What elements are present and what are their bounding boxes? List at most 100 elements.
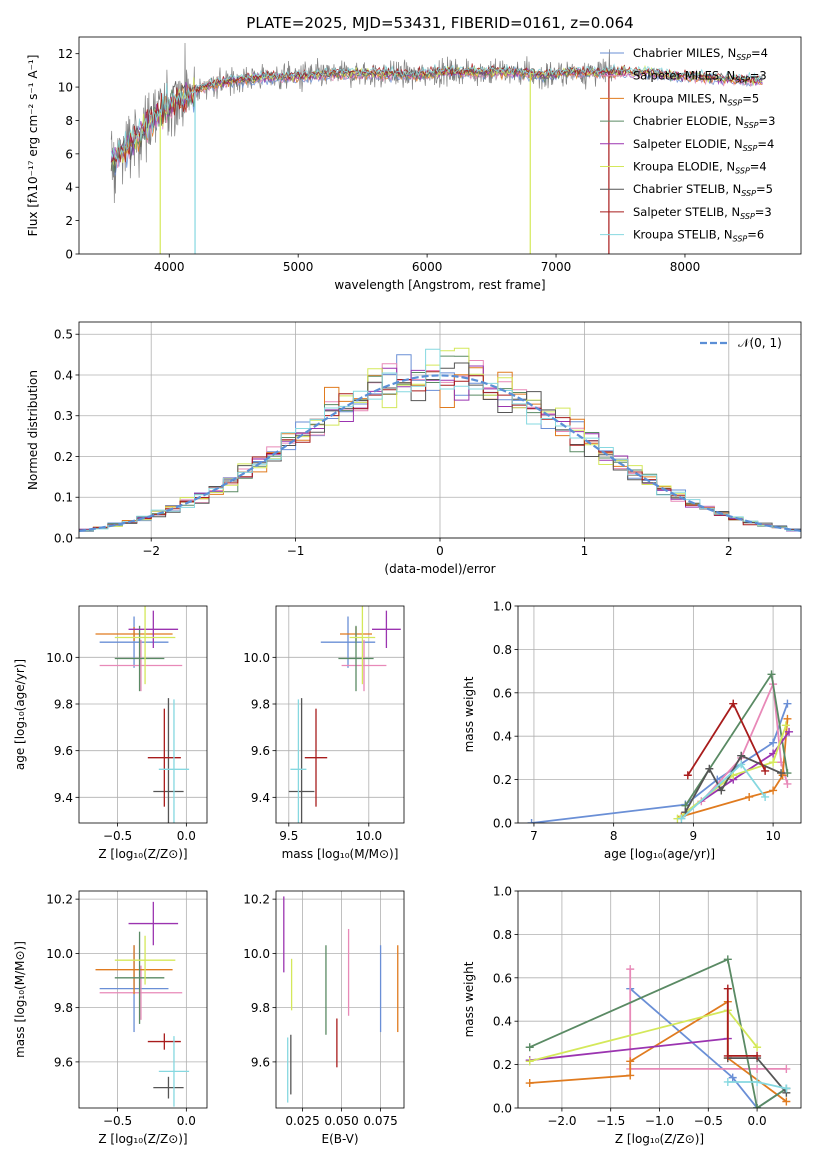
y-axis-label: mass [log₁₀(M/M⊙)]	[13, 941, 27, 1058]
panel-mass-vs-z: −0.5 0.0 9.6 9.8 10.0 10.2 Z [log₁₀(Z/Z⊙)] mass…	[13, 890, 208, 1146]
panel-age-vs-mass: 9.5 10.0 9.4 9.6 9.8 10.0 mass [log₁₀(M/M⊙)]	[243, 605, 405, 861]
x-tick-label: 0.0	[748, 1114, 767, 1128]
panel-spectrum: 4000 5000 6000 7000 8000 0 2 4 6 8 10 12 wavelength …	[26, 36, 802, 292]
series-line-salpeter_elodie	[684, 731, 790, 813]
x-tick-label: −1.0	[645, 1114, 674, 1128]
x-tick-label: −2	[142, 544, 160, 558]
axes-frame	[517, 605, 802, 824]
marker-chabrier_elodie	[767, 670, 776, 679]
axes-frame	[78, 321, 802, 539]
y-tick-label: 1.0	[493, 600, 512, 614]
panel-residuals: −2 −1 0 1 2 0.0 0.1 0.2 0.3 0.4 0.5 (data-model)/er…	[26, 321, 802, 576]
series-line-salpeter_miles	[629, 969, 787, 1070]
y-tick-label: 10.0	[46, 651, 73, 665]
marker-kroupa_miles	[525, 1079, 534, 1088]
marker-kroupa_stelib	[737, 760, 746, 769]
y-axis-label: Flux [fλ10⁻¹⁷ erg cm⁻² s⁻¹ A⁻¹]	[26, 55, 40, 237]
marker-salpeter_miles	[753, 1064, 762, 1073]
marker-kroupa_miles	[626, 1071, 635, 1080]
series-line-salpeter_elodie	[529, 1037, 728, 1062]
y-tick-label: 0.5	[54, 328, 73, 342]
y-tick-label: 10.2	[46, 893, 73, 907]
plot-area	[79, 347, 801, 532]
x-tick-label: 2	[725, 544, 733, 558]
x-tick-label: −2.0	[547, 1114, 576, 1128]
marker-kroupa_elodie	[781, 721, 790, 730]
legend-subscript: SSP	[743, 144, 758, 153]
legend-suffix: =3	[750, 69, 767, 83]
series-line-kroupa_miles	[529, 1000, 787, 1103]
axes-frame	[78, 890, 208, 1109]
marker-kroupa_stelib	[723, 1077, 732, 1086]
marker-salpeter_stelib	[753, 1051, 762, 1060]
y-tick-label: 0.2	[493, 1058, 512, 1072]
y-tick-label: 0.0	[54, 532, 73, 546]
x-tick-label: 5000	[283, 260, 314, 274]
y-tick-label: 9.8	[54, 1001, 73, 1015]
marker-chabrier_miles	[769, 738, 778, 747]
marker-kroupa_elodie	[525, 1057, 534, 1066]
x-axis-label: age [log₁₀(age/yr)]	[604, 847, 715, 861]
legend-entry: Kroupa MILES, NSSP=5	[633, 91, 759, 107]
y-tick-label: 0.2	[54, 450, 73, 464]
y-tick-label: 9.8	[251, 1001, 270, 1015]
series-line-chabrier_elodie	[529, 958, 787, 1108]
marker-kroupa_elodie	[753, 1043, 762, 1052]
x-axis-label: Z [log₁₀(Z/Z⊙)]	[615, 1132, 704, 1146]
y-tick-label: 1.0	[493, 885, 512, 899]
x-tick-label: 8000	[670, 260, 701, 274]
legend-suffix: =4	[751, 46, 768, 60]
plot-area	[527, 670, 794, 823]
x-tick-label: 0.0	[177, 829, 196, 843]
axes-frame	[275, 605, 405, 824]
y-tick-label: 0.6	[493, 971, 512, 985]
legend-entry: Salpeter MILES, NSSP=3	[633, 69, 767, 85]
y-tick-label: 8	[65, 114, 73, 128]
y-tick-label: 0.4	[54, 368, 73, 382]
x-tick-label: 0.075	[363, 1114, 397, 1128]
marker-chabrier_miles	[527, 819, 536, 823]
marker-salpeter_miles	[783, 779, 792, 788]
legend-subscript: SSP	[735, 167, 750, 176]
marker-chabrier_miles	[783, 699, 792, 708]
y-tick-label: 10.2	[243, 893, 270, 907]
marker-salpeter_miles	[626, 965, 635, 974]
legend-entry: Salpeter STELIB, NSSP=3	[633, 205, 772, 221]
y-tick-label: 10.0	[243, 947, 270, 961]
marker-kroupa_elodie	[769, 758, 778, 767]
plot-area	[283, 896, 399, 1103]
y-axis-label: Normed distribution	[26, 370, 40, 490]
marker-kroupa_miles	[783, 714, 792, 723]
axes-frame	[517, 890, 802, 1109]
legend-text: Chabrier ELODIE, N	[633, 114, 744, 128]
marker-kroupa_stelib	[753, 1077, 762, 1086]
x-tick-label: −0.5	[103, 1114, 132, 1128]
legend-text: Kroupa MILES, N	[633, 91, 728, 105]
x-tick-label: 1	[581, 544, 589, 558]
y-tick-label: 9.4	[54, 791, 73, 805]
y-tick-label: 0.0	[493, 1102, 512, 1116]
plot-area	[525, 955, 791, 1108]
x-tick-label: 0.025	[285, 1114, 319, 1128]
legend-suffix: =4	[750, 160, 767, 174]
series-line-chabrier_miles	[531, 703, 789, 823]
x-axis-label: Z [log₁₀(Z/Z⊙)]	[98, 1132, 187, 1146]
x-tick-label: 0.050	[324, 1114, 358, 1128]
marker-chabrier_elodie	[723, 955, 732, 964]
chart-title: PLATE=2025, MJD=53431, FIBERID=0161, z=0…	[246, 14, 633, 32]
x-axis-label: (data-model)/error	[384, 562, 495, 576]
marker-kroupa_stelib	[677, 814, 686, 823]
marker-kroupa_miles	[769, 786, 778, 795]
marker-chabrier_miles	[728, 1073, 737, 1082]
marker-chabrier_stelib	[777, 769, 786, 778]
legend-entry: Kroupa ELODIE, NSSP=4	[633, 160, 767, 176]
y-tick-label: 0.2	[493, 773, 512, 787]
x-tick-label: 9	[690, 829, 698, 843]
legend-suffix: =6	[747, 228, 764, 242]
legend-gaussian-label: 𝒩(0, 1)	[738, 336, 782, 350]
x-tick-label: 10	[765, 829, 780, 843]
histogram-kroupa_stelib	[79, 348, 801, 532]
plot-area	[288, 606, 401, 823]
